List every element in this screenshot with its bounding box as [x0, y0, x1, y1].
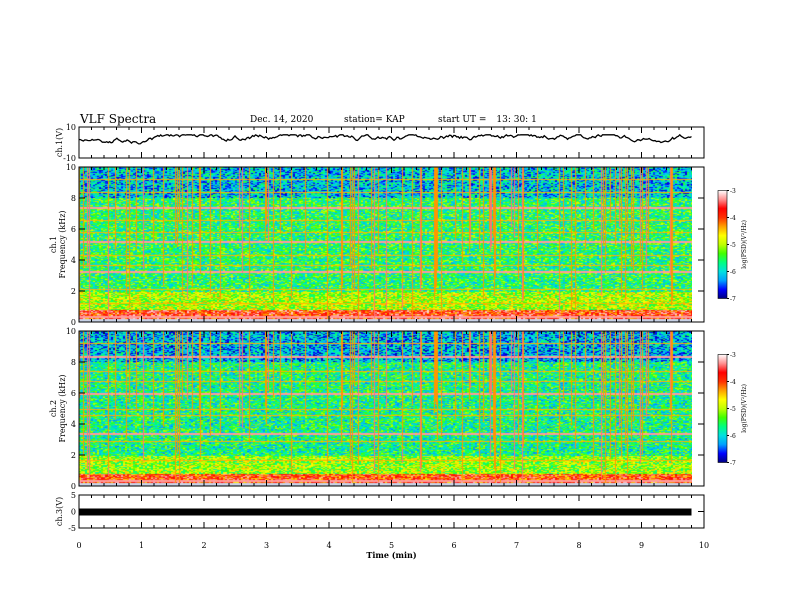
ch1-colorbar-label: log(PSD)(V²/Hz)	[741, 220, 748, 269]
date-label: Dec. 14, 2020	[250, 115, 314, 125]
ch1-spectrogram	[79, 167, 692, 322]
ch1-colorbar-tick-label: -4	[730, 215, 736, 222]
start-time-label: start UT = 13: 30: 1	[438, 115, 537, 125]
x-tick-label: 9	[639, 541, 644, 550]
ch2-spectrogram-ytick-label: 10	[66, 327, 76, 336]
x-tick-label: 7	[514, 541, 519, 550]
ch2-spectrogram-ytick-label: 2	[71, 451, 76, 460]
ch1-spectrogram-image	[79, 167, 692, 322]
ch1-spectrogram-ylabel: ch.1Frequency (kHz)	[49, 210, 67, 278]
ch1-ylabel: ch.1(V)	[55, 128, 64, 157]
start-time-prefix: start UT =	[438, 115, 487, 125]
ch3-ytick-label: -5	[68, 524, 76, 533]
ch2-colorbar-label: log(PSD)(V²/Hz)	[741, 384, 748, 433]
ch1-waveform-line	[78, 133, 692, 145]
ch2-spectrogram-ytick-label: 6	[71, 389, 76, 398]
ch1-spectrogram-ytick-label: 0	[71, 318, 76, 327]
x-axis-label: Time (min)	[366, 550, 416, 560]
ch1-colorbar-tick-label: -5	[730, 242, 736, 249]
x-tick-label: 0	[76, 541, 81, 550]
ch2-spectrogram-ytick-label: 4	[71, 420, 76, 429]
ch2-spectrogram-ytick-label: 8	[71, 358, 76, 367]
ch2-spectrogram-image	[79, 331, 692, 486]
ch1-colorbar-tick-label: -6	[730, 269, 736, 276]
chart-title: VLF Spectra	[80, 112, 157, 126]
ch1-spectrogram-ytick-label: 6	[71, 225, 76, 234]
ch3-ytick-label: 5	[71, 491, 76, 500]
x-tick-label: 8	[576, 541, 581, 550]
ch1-colorbar-tick-label: -3	[730, 188, 736, 195]
x-tick-label: 2	[201, 541, 206, 550]
start-time-value: 13: 30: 1	[496, 115, 537, 125]
ch1-colorbar-bar	[717, 190, 728, 299]
ch2-colorbar-bar	[717, 354, 728, 463]
ch2-colorbar-tick-label: -6	[730, 433, 736, 440]
station-label: station= KAP	[344, 115, 405, 125]
x-tick-label: 5	[389, 541, 394, 550]
ch1-colorbar: -3 -4 -5 -6 -7 log(PSD)(V²/Hz)	[717, 188, 748, 303]
ch1-spectrogram-ytick-label: 10	[66, 163, 76, 172]
ch1-spectrogram-ytick-label: 4	[71, 256, 76, 265]
ch2-spectrogram-ylabel: ch.2Frequency (kHz)	[49, 374, 67, 442]
ch3-signal-bar	[79, 508, 692, 516]
ch2-spectrogram-ytick-label: 0	[71, 482, 76, 491]
ch3-ylabel: ch.3(V)	[55, 497, 64, 526]
ch2-colorbar-tick-label: -5	[730, 406, 736, 413]
x-tick-label: 1	[139, 541, 144, 550]
x-tick-label: 10	[699, 541, 709, 550]
ch1-spectrogram-ytick-label: 2	[71, 287, 76, 296]
ch2-colorbar-tick-label: -3	[730, 352, 736, 359]
x-tick-label: 3	[264, 541, 269, 550]
x-tick-label: 4	[326, 541, 331, 550]
ch2-spectrogram	[79, 331, 692, 486]
ch2-colorbar-tick-label: -7	[730, 460, 736, 467]
ch1-ytick-label: -10	[63, 154, 76, 163]
ch2-colorbar-tick-label: -4	[730, 379, 736, 386]
ch1-colorbar-tick-label: -7	[730, 296, 736, 303]
x-tick-label: 6	[451, 541, 456, 550]
ch1-ytick-label: 10	[66, 123, 76, 132]
ch3-ytick-label: 0	[71, 508, 76, 517]
ch1-spectrogram-ytick-label: 8	[71, 194, 76, 203]
ch2-colorbar: -3 -4 -5 -6 -7 log(PSD)(V²/Hz)	[717, 352, 748, 467]
